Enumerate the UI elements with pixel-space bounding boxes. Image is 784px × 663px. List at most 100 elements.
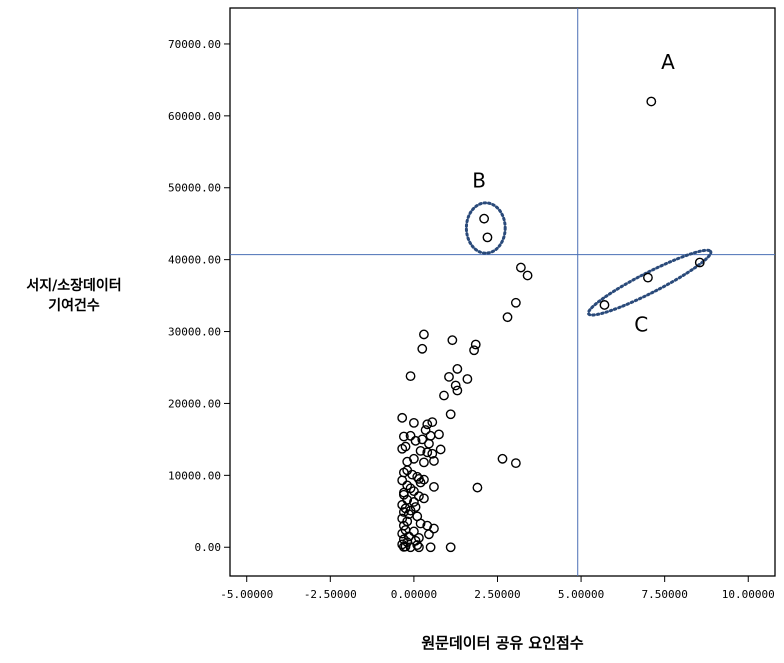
data-point: [402, 456, 413, 467]
data-point: [415, 518, 426, 529]
x-axis-label: 원문데이터 공유 요인점수: [421, 634, 584, 652]
data-point: [414, 474, 424, 484]
data-point: [405, 371, 416, 382]
data-point: [470, 339, 481, 350]
data-point: [482, 232, 493, 243]
data-point: [646, 96, 657, 107]
data-point: [398, 507, 409, 517]
data-point: [414, 542, 424, 553]
data-points: [397, 96, 705, 553]
annotation-label-a: A: [661, 50, 675, 74]
data-point: [405, 430, 416, 441]
data-point: [424, 529, 434, 540]
data-point: [429, 481, 439, 492]
annotation-label-b: B: [472, 169, 486, 193]
x-tick-label: 0.00000: [391, 588, 437, 601]
group-annotations: A B C: [472, 50, 675, 336]
y-tick-label: 0.00: [195, 541, 222, 554]
data-point: [694, 257, 705, 268]
data-point: [422, 419, 433, 430]
plot-frame: [229, 7, 776, 577]
x-tick-label: 2.50000: [474, 588, 520, 601]
data-point: [452, 364, 463, 374]
y-tick-label: 40000.00: [168, 254, 221, 267]
data-point: [412, 540, 423, 550]
data-point: [445, 542, 456, 553]
highlight-ellipses: [464, 201, 713, 317]
y-tick-label: 10000.00: [168, 469, 221, 482]
data-point: [435, 444, 446, 455]
data-point: [420, 425, 431, 435]
data-point: [439, 390, 449, 401]
x-axis-ticks: -5.00000 -2.50000 0.00000 2.50000 5.00000 7.5…: [220, 576, 775, 601]
y-axis-ticks: 0.00 10000.00 20000.00 30000.00 40000.00 5000…: [168, 38, 230, 554]
data-point: [414, 491, 424, 502]
data-point: [462, 374, 473, 384]
y-tick-label: 60000.00: [168, 110, 221, 123]
data-point: [452, 385, 463, 396]
data-point: [447, 335, 458, 346]
highlight-ellipse-b: [464, 201, 507, 255]
y-tick-label: 70000.00: [168, 38, 221, 51]
data-point: [417, 434, 428, 445]
data-point: [410, 435, 421, 446]
data-point: [479, 213, 490, 224]
data-point: [522, 270, 533, 281]
data-point: [398, 431, 409, 442]
data-point: [472, 482, 483, 493]
data-point: [397, 443, 408, 454]
data-point: [419, 493, 429, 504]
x-tick-label: 5.00000: [558, 588, 604, 601]
x-tick-label: -5.00000: [220, 588, 273, 601]
data-point: [422, 447, 433, 458]
data-point: [398, 541, 409, 552]
data-point: [419, 457, 429, 468]
data-point: [408, 417, 419, 428]
y-tick-label: 50000.00: [168, 182, 221, 195]
x-tick-label: 7.50000: [641, 588, 687, 601]
data-point: [450, 380, 461, 391]
x-tick-label: -2.50000: [304, 588, 357, 601]
x-tick-label: 10.00000: [722, 588, 775, 601]
data-point: [515, 262, 526, 273]
data-point: [405, 505, 416, 516]
data-point: [397, 513, 408, 524]
data-point: [408, 486, 419, 497]
data-point: [502, 312, 513, 323]
data-point: [397, 412, 408, 423]
data-point: [643, 272, 653, 283]
data-point: [510, 458, 521, 469]
data-point: [403, 531, 414, 542]
data-point: [429, 523, 439, 534]
data-point: [397, 475, 408, 486]
y-tick-label: 20000.00: [168, 397, 221, 410]
data-point: [415, 445, 426, 456]
data-point: [444, 371, 454, 382]
data-point: [434, 429, 444, 440]
data-point: [424, 438, 434, 449]
data-point: [510, 297, 521, 308]
data-point: [408, 497, 419, 507]
data-point: [425, 430, 436, 441]
annotation-label-c: C: [634, 313, 648, 337]
reference-lines: [230, 8, 775, 576]
data-point: [408, 526, 419, 537]
y-axis-label-line-1: 서지/소장데이터: [26, 278, 122, 294]
data-point: [427, 417, 438, 428]
data-point: [429, 456, 439, 466]
data-point: [497, 453, 508, 464]
data-point: [414, 532, 424, 543]
y-axis-label-line-2: 기여건수: [48, 298, 100, 314]
data-point: [419, 329, 429, 340]
y-axis-label: 서지/소장데이터 기여건수: [4, 276, 144, 316]
data-point: [417, 343, 428, 354]
data-point: [402, 465, 413, 476]
data-point: [445, 409, 456, 420]
data-point: [398, 487, 409, 498]
data-point: [427, 448, 438, 459]
data-point: [599, 300, 610, 310]
data-point: [469, 345, 479, 356]
data-point: [425, 542, 436, 553]
y-tick-label: 30000.00: [168, 326, 221, 339]
